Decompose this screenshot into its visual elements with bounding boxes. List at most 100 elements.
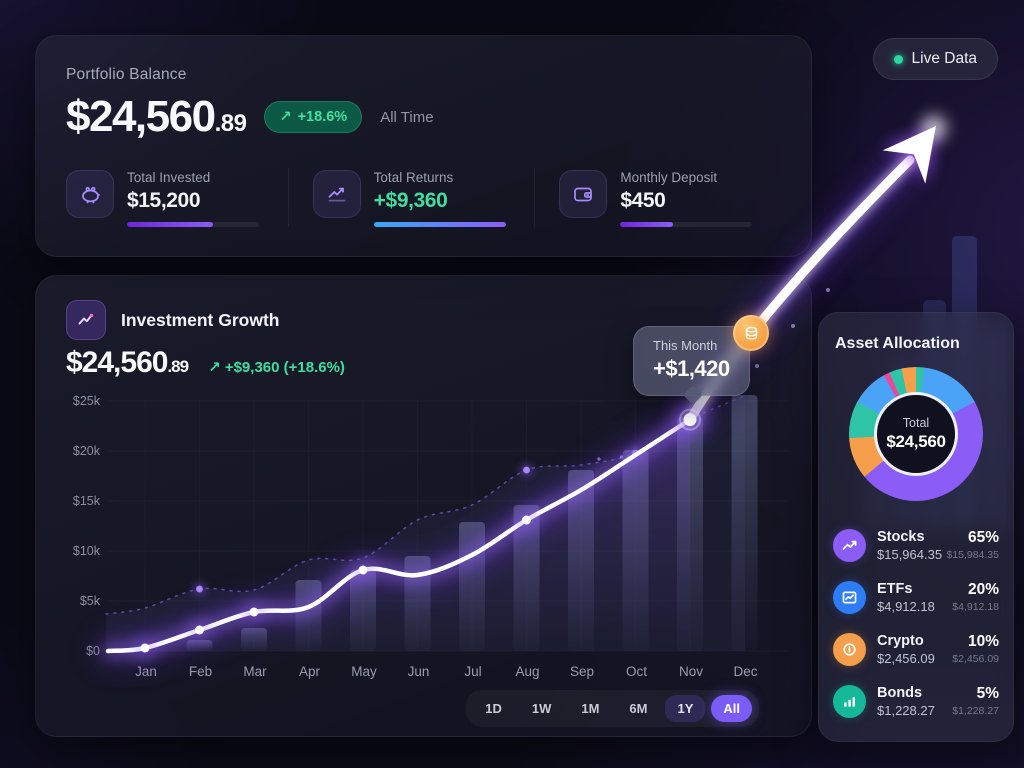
period-label: All Time bbox=[380, 108, 434, 126]
x-tick-label: Aug bbox=[515, 664, 540, 679]
allocation-donut-chart[interactable]: Total $24,560 bbox=[849, 367, 983, 501]
asset-sub-value: $4,912.18 bbox=[952, 601, 999, 613]
time-range-selector: 1D 1W 1M 6M 1Y All bbox=[466, 690, 759, 727]
stat-value: $15,200 bbox=[127, 189, 201, 212]
growth-dollars: $24,560 bbox=[66, 346, 168, 379]
asset-percent-block: 20% $4,912.18 bbox=[952, 581, 999, 613]
asset-value: $1,228.27 bbox=[877, 702, 935, 718]
coin-icon bbox=[833, 632, 866, 666]
asset-percent: 65% bbox=[967, 529, 999, 546]
x-tick-label: Jun bbox=[407, 664, 430, 679]
donut-center: Total $24,560 bbox=[874, 392, 958, 476]
asset-sub-value: $2,456.09 bbox=[952, 653, 999, 665]
y-tick-label: $10k bbox=[72, 544, 100, 558]
portfolio-balance-row: $24,560.89 ↗ +18.6% All Time bbox=[66, 92, 434, 142]
asset-allocation-panel: Asset Allocation Total $24,560 Stocks $15… bbox=[818, 312, 1014, 742]
x-tick-label: Dec bbox=[733, 664, 758, 679]
asset-percent-block: 5% $1,228.27 bbox=[952, 685, 999, 717]
portfolio-balance-card: Portfolio Balance $24,560.89 ↗ +18.6% All… bbox=[35, 35, 812, 257]
asset-info: Bonds $1,228.27 bbox=[877, 685, 941, 718]
donut-total-label: Total bbox=[902, 416, 930, 430]
asset-percent-block: 10% $2,456.09 bbox=[952, 633, 999, 665]
x-tick-label: May bbox=[351, 664, 377, 679]
tooltip-value: +$1,420 bbox=[653, 356, 730, 381]
asset-percent: 5% bbox=[976, 685, 999, 702]
asset-info: Crypto $2,456.09 bbox=[877, 633, 941, 666]
stat-progress-bar bbox=[373, 222, 506, 227]
y-tick-label: $25k bbox=[72, 394, 100, 408]
stat-info: Total Invested $15,200 bbox=[127, 170, 259, 227]
y-tick-label: $15k bbox=[72, 494, 100, 508]
asset-name: Bonds bbox=[877, 684, 923, 701]
piggy-bank-icon bbox=[66, 170, 114, 218]
asset-info: ETFs $4,912.18 bbox=[877, 581, 941, 614]
stat-total-returns: Total Returns +$9,360 bbox=[287, 168, 535, 227]
asset-percent: 20% bbox=[967, 581, 999, 598]
portfolio-balance-title: Portfolio Balance bbox=[66, 66, 187, 83]
stat-info: Total Returns +$9,360 bbox=[373, 170, 506, 227]
growth-cents: .89 bbox=[167, 357, 189, 376]
growth-title: Investment Growth bbox=[121, 309, 280, 330]
y-tick-label: $20k bbox=[72, 444, 100, 458]
asset-row-etfs[interactable]: ETFs $4,912.18 20% $4,912.18 bbox=[833, 571, 999, 623]
wallet-icon bbox=[559, 170, 608, 218]
growth-header: Investment Growth bbox=[66, 300, 280, 340]
stat-monthly-deposit: Monthly Deposit $450 bbox=[534, 168, 781, 227]
range-1d[interactable]: 1D bbox=[473, 695, 514, 722]
stat-label: Monthly Deposit bbox=[620, 170, 718, 185]
trend-up-icon: ↗ bbox=[279, 109, 292, 125]
stat-value: +$9,360 bbox=[373, 189, 448, 212]
asset-percent: 10% bbox=[967, 633, 999, 650]
x-tick-label: Jan bbox=[135, 664, 157, 679]
growth-value-row: $24,560.89 ↗ +$9,360 (+18.6%) bbox=[66, 346, 345, 380]
asset-name: Crypto bbox=[877, 632, 924, 649]
stat-label: Total Returns bbox=[373, 170, 454, 185]
bar-chart-icon bbox=[833, 684, 866, 718]
asset-value: $4,912.18 bbox=[877, 598, 935, 614]
x-tick-label: Sep bbox=[569, 664, 595, 679]
asset-value: $15,964.35 bbox=[877, 546, 943, 562]
balance-cents: .89 bbox=[214, 110, 247, 137]
range-all[interactable]: All bbox=[711, 695, 752, 722]
asset-allocation-title: Asset Allocation bbox=[835, 335, 960, 352]
asset-name: Stocks bbox=[877, 528, 925, 545]
asset-sub-value: $1,228.27 bbox=[952, 705, 999, 717]
growth-chart-icon bbox=[66, 300, 106, 340]
x-tick-label: Feb bbox=[188, 664, 213, 679]
asset-name: ETFs bbox=[877, 580, 913, 597]
asset-row-bonds[interactable]: Bonds $1,228.27 5% $1,228.27 bbox=[833, 675, 999, 727]
portfolio-balance-value: $24,560.89 bbox=[66, 92, 247, 142]
asset-row-stocks[interactable]: Stocks $15,964.35 65% $15,984.35 bbox=[833, 519, 999, 571]
growth-value: $24,560.89 bbox=[66, 346, 189, 380]
y-tick-label: $0 bbox=[86, 644, 100, 658]
x-tick-label: Jul bbox=[464, 664, 482, 679]
change-badge: ↗ +18.6% bbox=[264, 101, 363, 133]
stats-row: Total Invested $15,200 Total Returns +$9,36… bbox=[66, 168, 781, 227]
asset-sub-value: $15,984.35 bbox=[946, 549, 999, 561]
chart-window-icon bbox=[833, 580, 866, 614]
change-percent: +18.6% bbox=[297, 109, 348, 125]
donut-total-value: $24,560 bbox=[886, 432, 946, 451]
tooltip-label: This Month bbox=[653, 338, 718, 353]
live-data-label: Live Data bbox=[911, 50, 977, 67]
asset-row-crypto[interactable]: Crypto $2,456.09 10% $2,456.09 bbox=[833, 623, 999, 675]
asset-info: Stocks $15,964.35 bbox=[877, 528, 943, 562]
stat-value: $450 bbox=[620, 189, 666, 212]
range-1w[interactable]: 1W bbox=[520, 695, 564, 722]
coin-icon bbox=[733, 315, 769, 351]
range-1m[interactable]: 1M bbox=[569, 695, 611, 722]
y-tick-label: $5k bbox=[79, 594, 100, 608]
range-6m[interactable]: 6M bbox=[617, 695, 659, 722]
stat-progress-bar bbox=[127, 222, 259, 227]
asset-value: $2,456.09 bbox=[877, 650, 935, 666]
stat-info: Monthly Deposit $450 bbox=[620, 170, 753, 227]
chart-tooltip: This Month +$1,420 bbox=[633, 326, 750, 396]
x-tick-label: Nov bbox=[678, 664, 703, 679]
range-1y[interactable]: 1Y bbox=[665, 695, 706, 722]
x-tick-label: Mar bbox=[243, 664, 267, 679]
trend-up-icon bbox=[833, 528, 866, 562]
live-data-badge: Live Data bbox=[872, 38, 998, 80]
balance-dollars: $24,560 bbox=[66, 92, 216, 141]
stat-label: Total Invested bbox=[127, 170, 211, 185]
